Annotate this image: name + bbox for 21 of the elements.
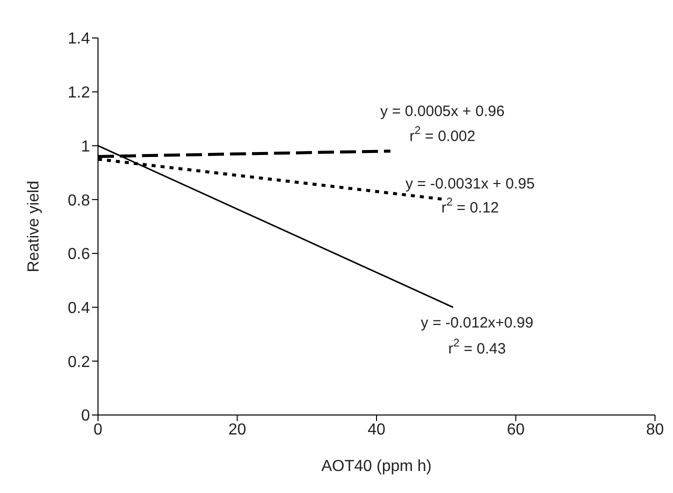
y-tick-label: 1 [81,138,90,156]
y-tick-label: 0.4 [68,300,90,317]
y-tick-label: 1.4 [68,30,90,48]
annotation: y = 0.0005x + 0.96 [380,103,505,120]
annotation: y = -0.0031x + 0.95 [405,176,535,193]
x-tick-label: 80 [646,421,664,438]
annotation: r$^{2}$ = 0.002 [409,125,476,146]
x-tick-label: 20 [228,421,246,438]
annotation: y = -0.012x+0.99 [420,314,534,332]
y-tick-label: 0.8 [68,192,90,210]
annotation: r$^{2}$ = 0.43 [448,337,506,358]
y-tick-label: 0 [81,408,90,425]
x-axis-title: AOT40 (ppm h) [321,458,432,475]
x-tick-label: 60 [506,421,525,438]
x-tick-label: 40 [368,421,386,438]
y-tick-label: 0.6 [68,246,90,264]
x-tick-label: 0 [94,421,103,438]
y-tick-label: 1.2 [68,84,90,102]
annotation: r$^{2}$ = 0.12 [441,196,499,217]
y-axis-title: Reative yield [26,180,43,272]
y-tick-label: 0.2 [68,354,90,371]
